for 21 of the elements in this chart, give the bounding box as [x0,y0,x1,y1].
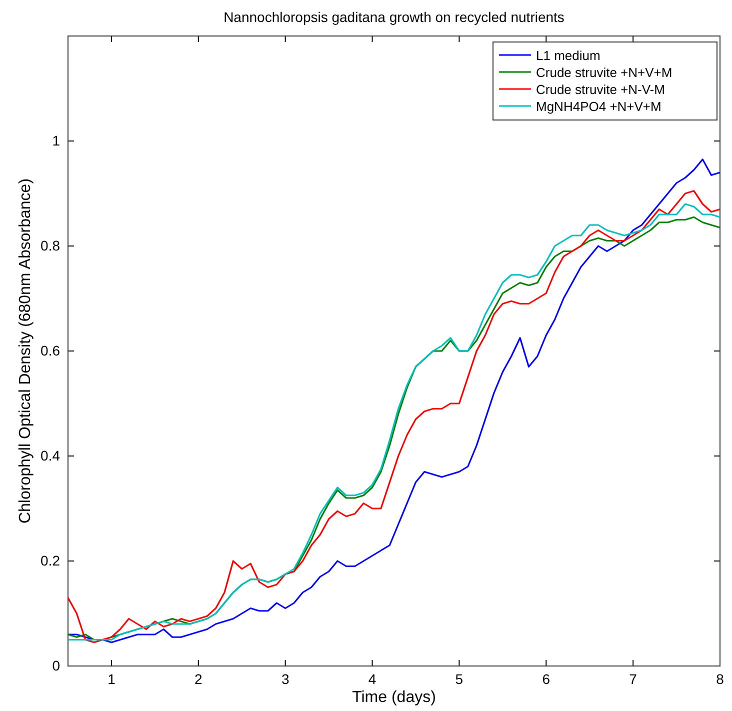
y-tick-label: 0.4 [40,447,60,464]
x-tick-label: 1 [108,670,116,687]
x-tick-label: 5 [455,670,464,687]
legend-label: Crude struvite +N-V-M [536,82,665,97]
x-tick-label: 7 [629,670,638,687]
x-axis-title: Time (days) [352,689,436,706]
x-tick-label: 2 [194,670,202,687]
y-tick-label: 0.8 [40,237,60,254]
x-tick-label: 6 [542,670,550,687]
y-tick-label: 0 [52,657,60,674]
x-tick-label: 8 [716,670,724,687]
x-tick-label: 4 [368,670,376,687]
legend-label: MgNH4PO4 +N+V+M [536,99,662,114]
y-tick-label: 0.6 [40,342,60,358]
x-tick-label: 3 [281,670,290,687]
legend-label: L1 medium [536,48,600,63]
chart-title: Nannochloropsis gaditana growth on recycled nutrients [224,9,564,25]
legend-label: Crude struvite +N+V+M [536,65,672,80]
y-tick-label: 1 [52,132,60,148]
y-tick-label: 0.2 [40,552,60,568]
y-axis-title: Chlorophyll Optical Density (680nm Absorbance) [17,178,34,524]
